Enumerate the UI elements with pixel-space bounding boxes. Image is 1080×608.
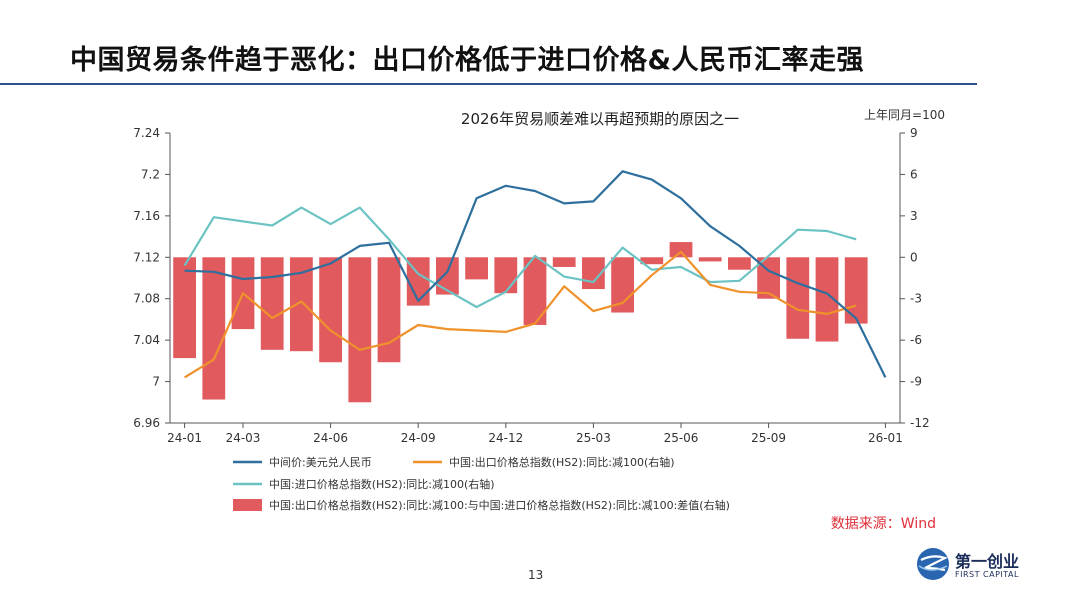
line-series-group bbox=[183, 170, 887, 379]
bar-diff bbox=[815, 257, 839, 342]
bar-diff bbox=[406, 257, 430, 306]
bar-diff bbox=[640, 257, 664, 265]
line-import-price bbox=[183, 206, 857, 309]
left-tick-label: 7.12 bbox=[133, 250, 160, 264]
x-tick-label: 25-06 bbox=[664, 431, 699, 445]
left-tick-label: 7.08 bbox=[133, 292, 160, 306]
right-axis-note: 上年同月=100 bbox=[864, 108, 945, 122]
tick-labels: 6.96 7 7.04 7.08 7.12 7.16 7.2 7.24 -12 -9 -6 -3 0 3 6… bbox=[133, 126, 929, 445]
x-tick-label: 24-03 bbox=[226, 431, 261, 445]
right-tick-label: -6 bbox=[910, 333, 922, 347]
bar-diff bbox=[348, 257, 372, 403]
left-tick-label: 7.16 bbox=[133, 209, 160, 223]
bar-diff bbox=[669, 242, 693, 258]
bar-diff bbox=[290, 257, 313, 352]
x-tick-label: 26-01 bbox=[868, 431, 903, 445]
bar-diff bbox=[523, 257, 547, 325]
x-tick-label: 24-12 bbox=[488, 431, 523, 445]
bar-diff bbox=[698, 257, 722, 262]
right-tick-label: 0 bbox=[910, 250, 918, 264]
legend-label-export: 中国:出口价格总指数(HS2):同比:减100(右轴) bbox=[449, 455, 675, 469]
bar-diff bbox=[728, 257, 751, 270]
logo-name-en: FIRST CAPITAL bbox=[955, 570, 1019, 579]
globe-icon bbox=[917, 548, 949, 580]
x-tick-label: 25-03 bbox=[576, 431, 611, 445]
bar-diff bbox=[260, 257, 284, 350]
right-tick-label: 9 bbox=[910, 126, 918, 140]
left-tick-label: 7 bbox=[152, 375, 160, 389]
title-rule bbox=[0, 83, 977, 85]
x-tick-label: 25-09 bbox=[751, 431, 786, 445]
x-tick-label: 24-01 bbox=[167, 431, 202, 445]
x-tick-label: 24-06 bbox=[313, 431, 348, 445]
right-tick-label: -9 bbox=[910, 375, 922, 389]
bar-diff bbox=[844, 257, 868, 324]
bar-diff bbox=[173, 257, 196, 359]
right-tick-label: -12 bbox=[910, 416, 930, 430]
chart-title: 2026年贸易顺差难以再超预期的原因之一 bbox=[461, 110, 739, 128]
line-usdcny-fixing bbox=[184, 170, 887, 378]
logo-name-cn: 第一创业 bbox=[955, 552, 1020, 571]
bar-diff bbox=[319, 257, 342, 363]
right-tick-label: 3 bbox=[910, 209, 918, 223]
bar-diff bbox=[436, 257, 459, 295]
data-source: 数据来源：Wind bbox=[831, 516, 936, 532]
legend-swatch-diff bbox=[233, 499, 262, 511]
chart-axes bbox=[165, 132, 905, 428]
left-tick-label: 7.2 bbox=[141, 167, 160, 181]
bar-diff bbox=[377, 257, 401, 363]
legend-label-fx: 中间价:美元兑人民币 bbox=[269, 455, 372, 469]
legend-label-import: 中国:进口价格总指数(HS2):同比:减100(右轴) bbox=[269, 477, 495, 491]
left-tick-label: 6.96 bbox=[133, 416, 160, 430]
bar-diff bbox=[202, 257, 226, 400]
bar-diff bbox=[552, 257, 576, 267]
bar-diff bbox=[465, 257, 488, 280]
company-logo: 第一创业 FIRST CAPITAL bbox=[915, 546, 1040, 586]
bar-series-diff bbox=[173, 242, 868, 403]
legend: 中间价:美元兑人民币 中国:出口价格总指数(HS2):同比:减100(右轴) 中… bbox=[233, 455, 730, 512]
left-tick-label: 7.04 bbox=[133, 333, 160, 347]
slide-title: 中国贸易条件趋于恶化：出口价格低于进口价格&人民币汇率走强 bbox=[70, 45, 865, 76]
left-tick-label: 7.24 bbox=[133, 126, 160, 140]
bar-diff bbox=[786, 257, 810, 339]
legend-label-diff: 中国:出口价格总指数(HS2):同比:减100:与中国:进口价格总指数(HS2)… bbox=[269, 498, 730, 512]
line-export-price bbox=[184, 250, 857, 379]
page-number: 13 bbox=[528, 568, 544, 582]
right-tick-label: 6 bbox=[910, 167, 918, 181]
bar-diff bbox=[494, 257, 518, 294]
bar-diff bbox=[757, 257, 780, 299]
right-tick-label: -3 bbox=[910, 292, 922, 306]
x-tick-label: 24-09 bbox=[401, 431, 436, 445]
